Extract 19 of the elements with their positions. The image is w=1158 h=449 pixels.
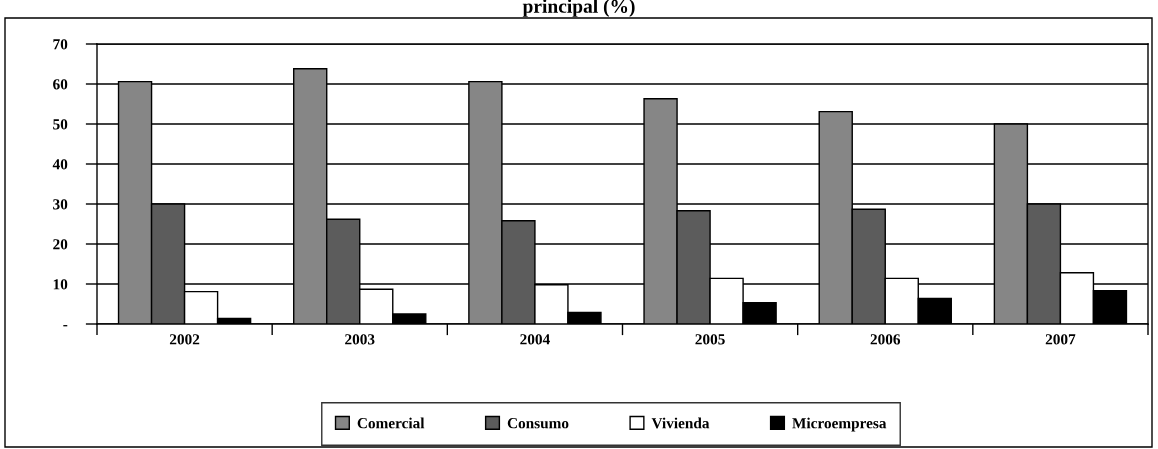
legend-label: Comercial: [357, 417, 425, 429]
y-tick-label: 20: [53, 239, 68, 250]
x-tick-label: 2005: [695, 334, 725, 345]
y-tick-label: 40: [52, 159, 68, 170]
x-tick-label: 2006: [870, 334, 901, 345]
chart-title: principal (%): [522, 0, 635, 17]
y-tick-label: -: [63, 325, 68, 327]
x-tick-label: 2007: [1045, 334, 1076, 345]
x-tick-label: 2003: [345, 334, 375, 345]
x-tick-label: 2002: [169, 334, 200, 345]
y-tick-label: 50: [53, 119, 68, 130]
x-tick-label: 2004: [520, 334, 550, 345]
y-tick-label: 10: [53, 279, 68, 290]
legend-label: Vivienda: [651, 417, 710, 429]
legend-label: Microempresa: [792, 417, 887, 432]
y-tick-label: 70: [53, 39, 68, 50]
y-tick-label: 30: [53, 199, 68, 210]
y-tick-label: 60: [53, 79, 68, 90]
legend-label: Consumo: [507, 418, 569, 429]
